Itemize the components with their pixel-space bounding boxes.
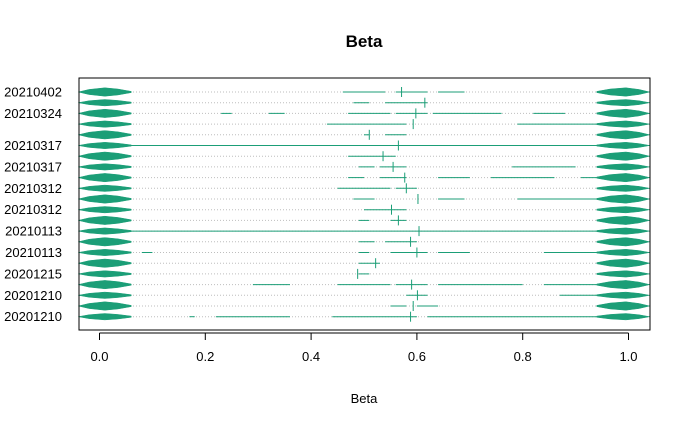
- row-gridlines: [79, 91, 650, 318]
- violin-right-lobe: [596, 280, 650, 290]
- violin-right-lobe: [596, 227, 650, 235]
- violin-right-lobe: [596, 215, 650, 225]
- violin-left-lobe: [78, 130, 132, 140]
- x-tick-label: 0.2: [196, 349, 214, 364]
- plot-frame: [78, 77, 651, 331]
- violin-left-lobe: [78, 237, 132, 247]
- violin-segments: [99, 91, 629, 318]
- row-label: 20210324: [4, 106, 62, 121]
- violin-right-lobe: [596, 163, 650, 171]
- violin-left-lobe: [78, 163, 132, 171]
- row-label: 20201210: [4, 309, 62, 324]
- violin-right-lobe: [596, 99, 650, 107]
- violin-left-lobe: [78, 227, 132, 235]
- violin-left-lobe: [78, 280, 132, 290]
- violin-right-lobe: [596, 173, 650, 183]
- row-label: 20210317: [4, 138, 62, 153]
- violin-right-lobe: [596, 194, 650, 204]
- violin-left-lobe: [78, 151, 132, 161]
- violin-left-lobe: [78, 173, 132, 183]
- row-label: 20201210: [4, 288, 62, 303]
- violin-right-lobe: [596, 206, 650, 214]
- violin-left-lobe: [78, 99, 132, 107]
- row-label: 20210317: [4, 159, 62, 174]
- violin-right-lobe: [596, 313, 650, 321]
- chart-title: Beta: [346, 32, 383, 51]
- row-label: 20201215: [4, 266, 62, 281]
- violin-left-lobe: [78, 249, 132, 256]
- violin-left-lobe: [78, 313, 132, 321]
- violin-left-lobe: [78, 215, 132, 225]
- violin-right-lobe: [596, 270, 650, 278]
- row-label: 20210113: [5, 224, 62, 239]
- violin-left-lobe: [78, 87, 132, 97]
- violin-left-lobe: [78, 206, 132, 214]
- x-tick-label: 1.0: [619, 349, 637, 364]
- violin-right-lobe: [596, 237, 650, 247]
- violin-left-lobe: [78, 184, 132, 192]
- violin-left-lobe: [78, 194, 132, 204]
- violin-tails: [78, 87, 650, 321]
- x-tick-label: 0.6: [408, 349, 426, 364]
- violin-left-lobe: [78, 291, 132, 299]
- violin-right-lobe: [596, 291, 650, 299]
- violin-left-lobe: [78, 301, 132, 311]
- violin-left-lobe: [78, 120, 132, 128]
- violin-right-lobe: [596, 120, 650, 128]
- median-markers: [357, 87, 426, 322]
- violin-right-lobe: [596, 184, 650, 192]
- violin-left-lobe: [78, 270, 132, 278]
- violin-right-lobe: [596, 151, 650, 161]
- violin-left-lobe: [78, 142, 132, 149]
- violin-left-lobe: [78, 258, 132, 268]
- violin-right-lobe: [596, 301, 650, 311]
- violin-right-lobe: [596, 130, 650, 140]
- violin-right-lobe: [596, 87, 650, 97]
- row-label: 20210113: [5, 245, 62, 260]
- violin-right-lobe: [596, 249, 650, 256]
- row-label: 20210402: [4, 85, 62, 100]
- row-label: 20210312: [4, 181, 62, 196]
- row-label: 20210312: [4, 202, 62, 217]
- x-axis: 0.0 0.2 0.4 0.6 0.8 1.0: [90, 332, 638, 364]
- x-tick-label: 0.4: [302, 349, 320, 364]
- violin-left-lobe: [78, 108, 132, 118]
- violin-right-lobe: [596, 258, 650, 268]
- violin-right-lobe: [596, 142, 650, 149]
- y-axis-labels: 20210402 20210324 20210317 20210317 20210312…: [4, 85, 62, 325]
- x-tick-label: 0.8: [514, 349, 532, 364]
- violin-right-lobe: [596, 108, 650, 118]
- x-axis-label: Beta: [351, 391, 379, 406]
- x-tick-label: 0.0: [90, 349, 108, 364]
